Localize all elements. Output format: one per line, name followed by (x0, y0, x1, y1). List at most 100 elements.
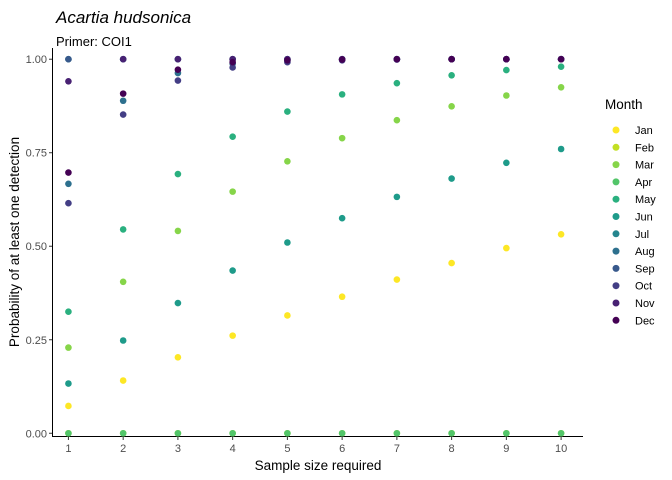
data-point (229, 429, 236, 437)
legend-key (612, 161, 620, 169)
y-tick-label: 0.75 (26, 148, 47, 160)
data-point (448, 72, 455, 79)
legend-label: Jul (635, 229, 649, 241)
data-point (503, 55, 510, 63)
series-jul (65, 55, 565, 63)
data-point (338, 214, 346, 222)
data-point (174, 66, 182, 73)
data-point (448, 55, 455, 63)
data-point (174, 354, 182, 361)
data-point (503, 66, 510, 74)
y-tick-label: 0.00 (26, 428, 47, 440)
data-point (393, 193, 401, 201)
y-tick-label: 0.50 (26, 241, 47, 253)
legend-label: Nov (635, 298, 655, 310)
data-point (119, 377, 127, 384)
y-ticks: 0.00 0.25 0.50 0.75 1.00 (26, 54, 52, 440)
data-point (174, 55, 182, 63)
chart-title: Acartia hudsonica (55, 8, 191, 27)
series-dec (65, 55, 565, 176)
data-point (338, 91, 346, 98)
legend-label: Sep (635, 263, 655, 275)
data-point (119, 337, 127, 344)
x-tick-label: 4 (230, 443, 236, 455)
y-tick-label: 1.00 (26, 54, 47, 66)
series-jun (65, 145, 565, 387)
data-points (65, 55, 565, 437)
x-tick-label: 1 (65, 443, 71, 455)
series-apr (65, 429, 565, 437)
legend-label: Oct (635, 281, 652, 293)
legend-key (612, 247, 620, 255)
data-point (65, 402, 72, 410)
data-point (284, 312, 291, 319)
legend-key (612, 195, 620, 203)
data-point (338, 56, 346, 63)
data-point (174, 299, 182, 307)
data-point (557, 429, 565, 437)
data-point (284, 239, 291, 246)
x-tick-label: 7 (394, 443, 400, 455)
series-sep (65, 55, 565, 63)
data-point (119, 226, 127, 233)
data-point (338, 429, 346, 437)
series-mar (65, 83, 565, 351)
data-point (284, 429, 291, 437)
legend-label: Feb (635, 142, 654, 154)
series-feb (65, 429, 565, 437)
data-point (174, 77, 182, 84)
y-tick-label: 0.25 (26, 335, 47, 347)
x-axis-title: Sample size required (255, 458, 382, 473)
legend-items: Jan Feb Mar Apr May Jun Jul Aug Sep Oct Nov Dec (612, 125, 656, 327)
series-may (65, 63, 565, 315)
data-point (393, 116, 401, 124)
data-point (503, 429, 510, 437)
data-point (448, 103, 455, 110)
legend-key (612, 230, 620, 238)
y-axis-title: Probability of at least one detection (7, 137, 22, 347)
legend-key (612, 213, 620, 220)
chart-subtitle: Primer: COI1 (56, 34, 132, 49)
data-point (65, 199, 72, 207)
x-tick-label: 6 (339, 443, 345, 455)
x-tick-label: 2 (120, 443, 126, 455)
data-point (393, 429, 401, 437)
data-point (174, 227, 182, 235)
data-point (119, 111, 127, 118)
data-point (338, 134, 346, 142)
legend-label: Aug (635, 246, 655, 258)
legend: Month Jan Feb Mar Apr May Jun Jul Aug Sep Oct Nov D… (605, 97, 656, 327)
data-point (119, 55, 127, 63)
data-point (65, 380, 72, 387)
data-point (503, 159, 510, 167)
x-ticks: 1 2 3 4 5 6 7 8 9 10 (65, 437, 567, 455)
data-point (503, 244, 510, 252)
series-aug (65, 55, 565, 188)
data-point (557, 63, 565, 71)
legend-label: Mar (635, 160, 654, 172)
x-tick-label: 5 (284, 443, 290, 455)
data-point (557, 55, 565, 63)
data-point (229, 64, 236, 71)
series-jan (65, 230, 565, 410)
data-point (65, 344, 72, 351)
data-point (284, 158, 291, 165)
data-point (65, 55, 72, 63)
legend-key (612, 282, 620, 290)
legend-key (612, 264, 620, 272)
data-point (393, 276, 401, 283)
data-point (229, 188, 236, 195)
legend-label: Dec (635, 315, 655, 327)
data-point (119, 97, 127, 105)
data-point (65, 429, 72, 437)
data-point (448, 259, 455, 267)
series-oct (65, 55, 565, 207)
series-nov (65, 55, 565, 85)
data-point (557, 83, 565, 91)
legend-key (612, 316, 620, 324)
data-point (229, 133, 236, 140)
legend-key (612, 178, 620, 186)
data-point (448, 429, 455, 437)
x-tick-label: 3 (175, 443, 181, 455)
data-point (65, 308, 72, 315)
